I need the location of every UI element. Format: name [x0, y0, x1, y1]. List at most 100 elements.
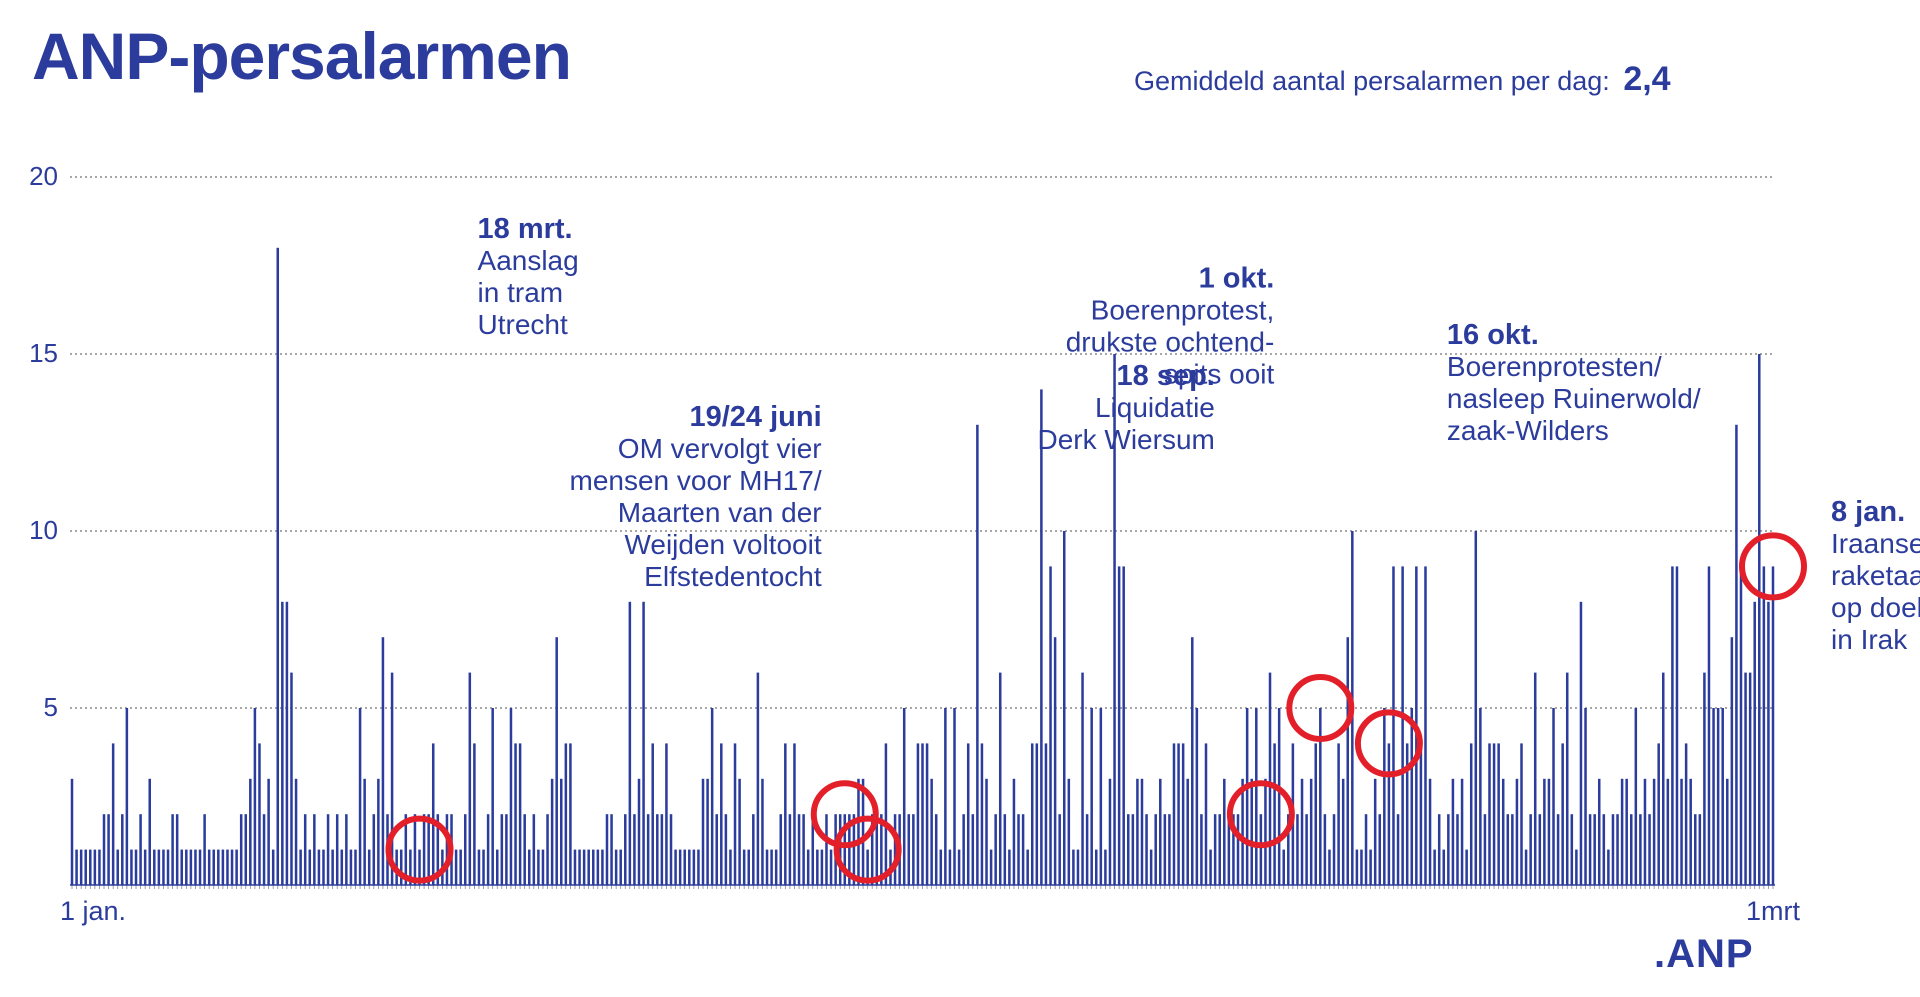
bar	[1346, 637, 1350, 885]
bar	[445, 814, 449, 885]
bar	[89, 849, 92, 885]
annotation-date: 18 sep.	[1117, 360, 1215, 392]
bar	[1085, 814, 1089, 885]
bar	[1186, 778, 1189, 885]
annotation-date: 19/24 juni	[689, 401, 821, 433]
bar	[1191, 637, 1194, 885]
bar	[1154, 814, 1157, 885]
bar	[1287, 814, 1290, 885]
bar	[1136, 778, 1139, 885]
bar	[505, 814, 508, 885]
bar	[560, 778, 563, 885]
annotation-date: 18 mrt.	[478, 213, 573, 245]
bar	[157, 849, 161, 885]
bar	[870, 814, 874, 885]
bar	[747, 849, 750, 885]
bar	[1689, 778, 1692, 885]
bar	[303, 814, 307, 885]
bars-layer	[70, 247, 1775, 886]
bar	[253, 708, 257, 885]
bar	[203, 814, 206, 885]
bar	[1062, 531, 1066, 885]
bar	[1442, 849, 1446, 885]
bar	[752, 814, 755, 885]
bar	[1035, 743, 1039, 885]
bar	[1387, 743, 1391, 885]
bar	[930, 778, 933, 885]
annotation-text: in Irak	[1831, 624, 1908, 655]
bar	[143, 849, 147, 885]
bar	[340, 849, 344, 885]
bar	[555, 637, 558, 885]
bar	[1707, 566, 1711, 885]
bar	[1296, 814, 1299, 885]
annotation-text: Utrecht	[478, 309, 568, 340]
bar	[134, 849, 138, 885]
bar	[299, 849, 302, 885]
bar	[738, 778, 741, 885]
bar	[486, 814, 490, 885]
bar	[491, 708, 494, 885]
bar	[1355, 849, 1359, 885]
bar	[1520, 743, 1523, 885]
bar	[729, 849, 732, 885]
bar	[1104, 849, 1107, 885]
annotation-text: in tram	[478, 277, 564, 308]
bar	[1113, 354, 1116, 885]
bar	[697, 849, 700, 885]
bar	[573, 849, 577, 885]
annotation-text: drukste ochtend-	[1066, 326, 1275, 357]
bar	[495, 849, 499, 885]
bar	[1588, 814, 1592, 885]
bar	[1401, 566, 1404, 885]
bar	[1259, 814, 1263, 885]
bar	[1264, 778, 1267, 885]
bar	[207, 849, 211, 885]
bar	[482, 849, 485, 885]
bar	[1634, 708, 1638, 885]
annotation-text: mensen voor MH17/	[570, 465, 822, 496]
bar	[578, 849, 581, 885]
bar	[715, 814, 718, 885]
bar	[1245, 708, 1249, 885]
bar	[239, 814, 243, 885]
bar	[1021, 814, 1025, 885]
bar	[1465, 849, 1468, 885]
x-label-start: 1 jan.	[60, 896, 126, 926]
annotation-text: Boerenprotesten/	[1447, 351, 1662, 382]
bar	[637, 778, 641, 885]
bar	[1703, 672, 1706, 885]
bar	[770, 849, 773, 885]
bar	[1159, 778, 1162, 885]
bar	[322, 849, 325, 885]
annotation-text: spits ooit	[1164, 358, 1275, 389]
bar	[1748, 672, 1752, 885]
bar	[1213, 814, 1217, 885]
bar	[1488, 743, 1491, 885]
bar	[806, 849, 810, 885]
bar	[1392, 566, 1395, 885]
bar	[720, 743, 723, 885]
bar	[345, 814, 348, 885]
bar	[1053, 637, 1057, 885]
bar	[1652, 778, 1656, 885]
annotation-text: Boerenprotest,	[1091, 294, 1275, 325]
annotation-text: op doelen	[1831, 592, 1920, 623]
bar	[1712, 708, 1715, 885]
bar	[1378, 814, 1382, 885]
bar	[1026, 849, 1029, 885]
bar	[1396, 814, 1400, 885]
bar	[1716, 708, 1720, 885]
annotation-group: 8 jan.Iraanseraketaanvalop doelenin Irak	[1831, 496, 1920, 655]
bar	[1360, 849, 1363, 885]
bar	[701, 778, 705, 885]
bar	[463, 814, 467, 885]
highlight-circle	[1354, 709, 1423, 778]
bar	[1639, 814, 1642, 885]
bar	[1314, 743, 1317, 885]
bar	[962, 814, 965, 885]
bar	[857, 778, 860, 885]
bar	[1538, 814, 1542, 885]
